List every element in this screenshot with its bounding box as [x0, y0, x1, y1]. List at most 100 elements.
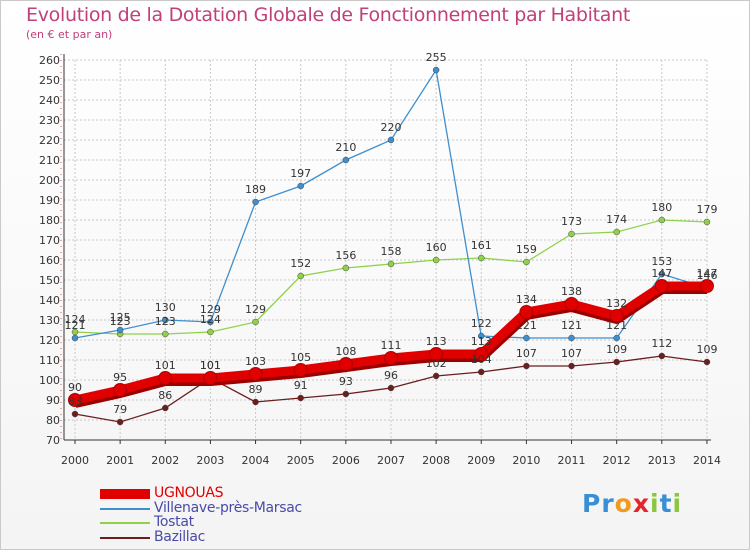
y-tick-label: 100 [39, 374, 60, 387]
data-point [342, 156, 350, 164]
data-point [387, 136, 395, 144]
legend-label: Bazillac [154, 528, 206, 545]
data-point [162, 316, 169, 324]
data-label: 105 [290, 351, 311, 364]
data-label: 134 [516, 293, 537, 306]
data-point [338, 357, 353, 371]
data-label: 109 [606, 343, 627, 356]
data-point [478, 254, 485, 262]
data-point [383, 351, 398, 365]
y-tick-label: 90 [46, 394, 60, 407]
data-point [252, 398, 259, 406]
data-label: 95 [113, 371, 127, 384]
legend-swatch [100, 507, 150, 510]
legend-item: Bazillac [100, 528, 320, 546]
y-tick-label: 180 [39, 214, 60, 227]
data-point [252, 198, 259, 206]
data-point [113, 383, 128, 397]
data-point [68, 393, 82, 407]
y-tick-label: 240 [39, 94, 60, 107]
data-point [523, 334, 530, 342]
data-label: 132 [606, 297, 627, 310]
data-label: 121 [65, 319, 86, 332]
x-tick-label: 2007 [377, 454, 405, 467]
legend-swatch [100, 489, 150, 499]
data-label: 129 [245, 303, 266, 316]
data-label: 111 [380, 339, 401, 352]
data-point [474, 347, 489, 361]
data-label: 255 [426, 51, 447, 64]
legend-label: Tostat [154, 514, 194, 530]
data-point [609, 309, 624, 323]
y-tick-label: 220 [39, 134, 60, 147]
data-label: 96 [384, 369, 398, 382]
data-point [158, 371, 173, 385]
proxiti-logo: Proxiti [582, 489, 683, 518]
data-point [613, 334, 620, 342]
data-point [293, 363, 308, 377]
data-label: 160 [426, 241, 447, 254]
data-point [523, 258, 530, 266]
data-point [203, 371, 218, 385]
data-point [432, 256, 440, 264]
data-point [71, 334, 79, 342]
legend-swatch [100, 522, 150, 524]
data-label: 146 [696, 269, 717, 282]
legend-swatch [100, 536, 150, 539]
data-label: 121 [516, 319, 537, 332]
data-label: 129 [200, 303, 221, 316]
data-label: 104 [471, 353, 492, 366]
x-tick-label: 2005 [287, 454, 315, 467]
data-label: 121 [561, 319, 582, 332]
data-label: 101 [155, 359, 176, 372]
data-point [654, 279, 669, 293]
data-point [564, 297, 579, 311]
y-tick-label: 110 [39, 354, 60, 367]
x-tick-label: 2011 [558, 454, 586, 467]
data-label: 101 [200, 359, 221, 372]
data-point [568, 230, 575, 238]
x-tick-label: 2008 [422, 454, 450, 467]
data-label: 107 [516, 347, 537, 360]
x-tick-label: 2003 [196, 454, 224, 467]
data-label: 158 [380, 245, 401, 258]
chart-title: Evolution de la Dotation Globale de Fonc… [26, 4, 631, 26]
x-tick-label: 2010 [512, 454, 540, 467]
data-point [568, 362, 575, 370]
data-label: 122 [471, 317, 492, 330]
y-tick-label: 130 [39, 314, 60, 327]
data-point [658, 352, 666, 360]
data-point [387, 384, 395, 392]
data-point [342, 390, 350, 398]
y-tick-label: 150 [39, 274, 60, 287]
x-tick-label: 2004 [242, 454, 270, 467]
data-label: 102 [426, 357, 447, 370]
data-point [703, 358, 711, 366]
data-point [162, 330, 169, 338]
data-point [523, 362, 530, 370]
data-label: 123 [110, 315, 131, 328]
data-point [432, 372, 440, 380]
data-label: 180 [651, 201, 672, 214]
data-label: 197 [290, 167, 311, 180]
data-point [703, 218, 711, 226]
data-point [297, 272, 304, 280]
data-label: 124 [200, 313, 221, 326]
data-label: 113 [471, 335, 492, 348]
data-point [613, 358, 620, 366]
data-label: 124 [65, 313, 86, 326]
data-label: 93 [339, 375, 353, 388]
data-label: 173 [561, 215, 582, 228]
data-point [699, 279, 714, 293]
y-tick-label: 200 [39, 174, 60, 187]
data-label: 103 [245, 355, 266, 368]
data-label: 152 [290, 257, 311, 270]
y-tick-label: 230 [39, 114, 60, 127]
data-label: 210 [335, 141, 356, 154]
data-label: 125 [110, 311, 131, 324]
data-label: 153 [651, 255, 672, 268]
data-label: 86 [158, 389, 172, 402]
legend-label: Villenave-près-Marsac [154, 499, 302, 516]
